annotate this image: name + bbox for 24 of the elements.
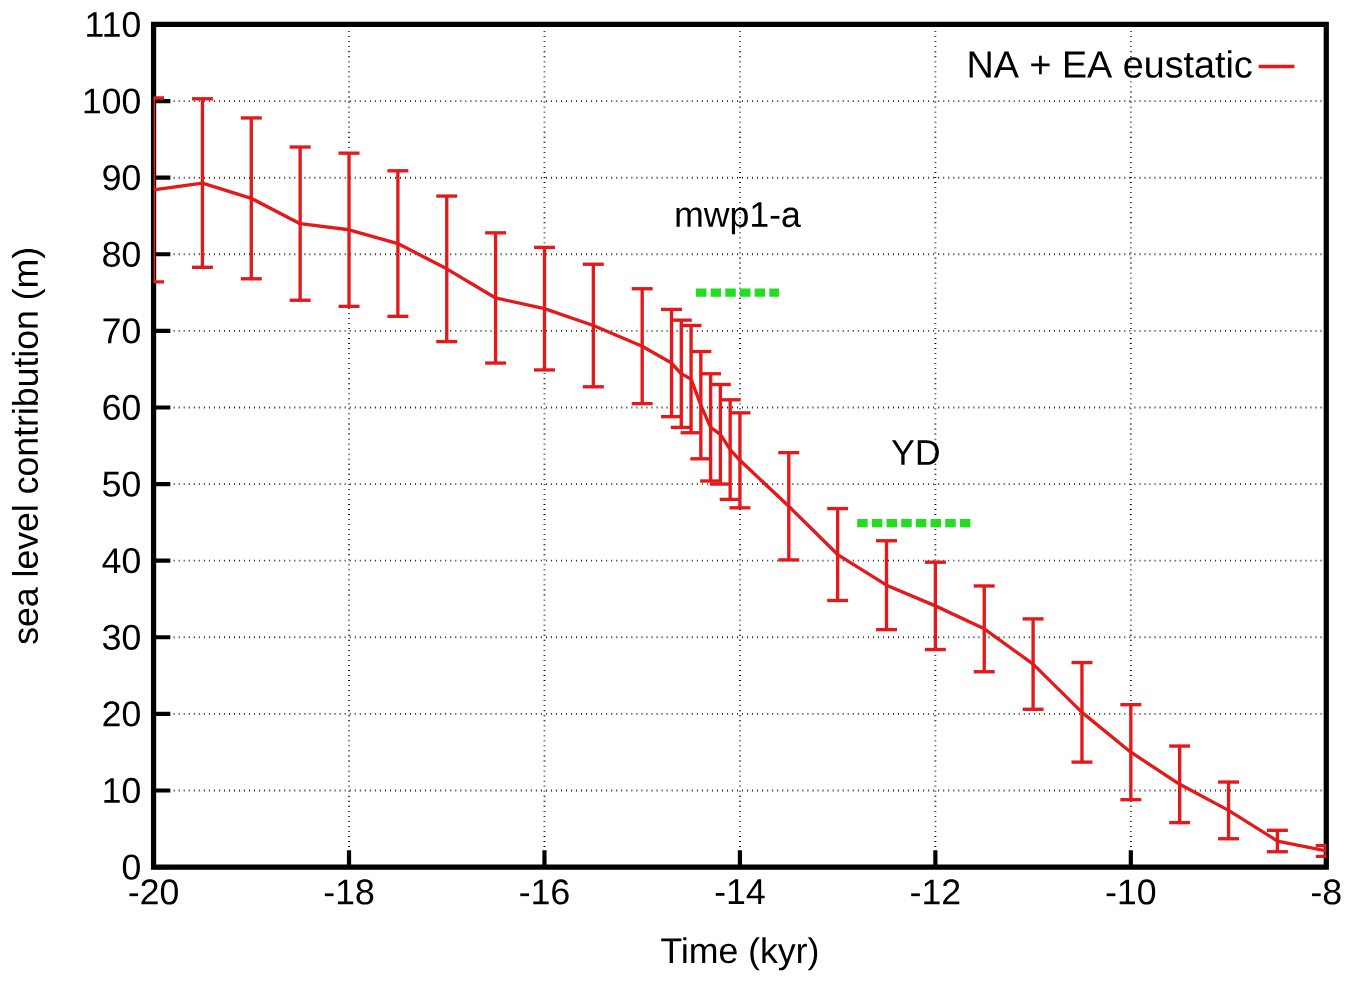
series-label: YD xyxy=(891,440,939,465)
y-tick-label: 110 xyxy=(87,11,140,37)
y-tick-label: 30 xyxy=(102,624,140,650)
y-tick-label: 70 xyxy=(103,318,140,344)
y-tick-label: 90 xyxy=(103,164,140,191)
y-tick-label: 50 xyxy=(103,471,140,497)
y-tick-label: 20 xyxy=(103,701,140,727)
x-tick-label: -8 xyxy=(1312,879,1341,905)
series-label: mwp1-a xyxy=(676,202,801,235)
y-tick-label: 10 xyxy=(104,777,140,803)
y-tick-label: 100 xyxy=(84,88,140,114)
legend-label: NA + EA eustatic xyxy=(969,50,1252,78)
x-axis-title: Time (kyr) xyxy=(661,937,818,971)
x-tick-label: -18 xyxy=(324,879,374,905)
x-tick-label: -12 xyxy=(911,879,960,905)
x-tick-label: -10 xyxy=(1106,879,1156,905)
y-tick-label: 40 xyxy=(102,547,140,574)
y-axis-title: sea level contribution (m) xyxy=(11,248,46,644)
x-tick-label: -16 xyxy=(520,879,569,905)
x-tick-label: -20 xyxy=(129,879,178,905)
y-tick-label: 60 xyxy=(103,394,140,420)
x-tick-label: -14 xyxy=(715,879,765,904)
y-tick-label: 80 xyxy=(103,241,140,267)
y-tick-label: 0 xyxy=(122,854,140,880)
